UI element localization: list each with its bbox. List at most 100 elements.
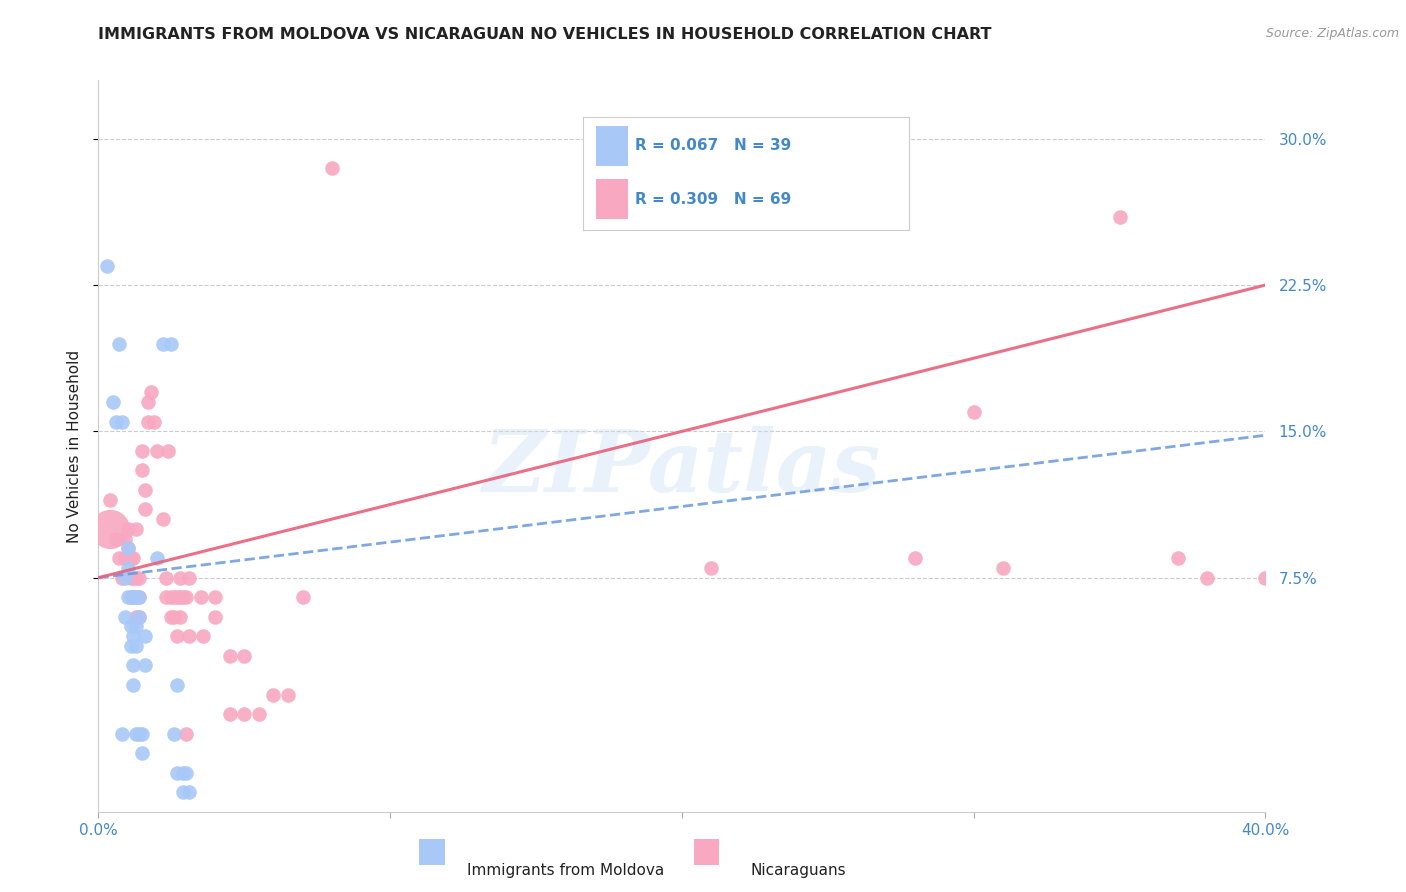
Point <box>204 590 226 604</box>
Point <box>98 492 121 507</box>
Point <box>172 590 194 604</box>
Point <box>177 571 200 585</box>
Point <box>277 688 299 702</box>
Point <box>146 443 169 458</box>
Point <box>233 707 256 722</box>
Point <box>128 571 150 585</box>
Point <box>177 785 200 799</box>
Point <box>700 561 723 575</box>
Point <box>125 522 148 536</box>
Point <box>218 648 240 663</box>
Point <box>96 259 118 273</box>
Text: ZIPatlas: ZIPatlas <box>482 426 882 509</box>
Point <box>991 561 1014 575</box>
Point <box>98 522 121 536</box>
Point <box>204 609 226 624</box>
Point <box>122 590 145 604</box>
Point <box>172 765 194 780</box>
Point <box>134 483 156 497</box>
Point <box>962 405 984 419</box>
Point <box>169 571 191 585</box>
Point <box>177 629 200 643</box>
Point <box>128 609 150 624</box>
Point <box>120 551 142 566</box>
Point <box>160 590 183 604</box>
Point <box>163 609 186 624</box>
Point <box>163 590 186 604</box>
Point <box>163 727 186 741</box>
Point <box>111 415 134 429</box>
Point <box>122 678 145 692</box>
Point <box>134 502 156 516</box>
Point <box>114 609 136 624</box>
Point <box>160 609 183 624</box>
Point <box>117 522 139 536</box>
Point <box>193 629 215 643</box>
Point <box>174 727 197 741</box>
Point <box>1167 551 1189 566</box>
Point <box>131 463 153 477</box>
Point <box>134 658 156 673</box>
Point <box>172 785 194 799</box>
Point <box>125 590 148 604</box>
Point <box>108 551 131 566</box>
Point <box>117 541 139 556</box>
Point <box>128 727 150 741</box>
Point <box>125 639 148 653</box>
Point <box>114 551 136 566</box>
Point <box>128 590 150 604</box>
Point <box>117 561 139 575</box>
Point <box>131 443 153 458</box>
Point <box>104 532 127 546</box>
Text: 0.0%: 0.0% <box>79 823 118 838</box>
Point <box>131 746 153 760</box>
Point <box>111 571 134 585</box>
Point <box>122 571 145 585</box>
Point <box>157 443 180 458</box>
Point <box>166 629 188 643</box>
Point <box>169 609 191 624</box>
Point <box>166 765 188 780</box>
Bar <box>419 838 446 865</box>
Point <box>136 395 159 409</box>
Point <box>1108 210 1130 224</box>
Point <box>139 385 162 400</box>
Y-axis label: No Vehicles in Household: No Vehicles in Household <box>67 350 83 542</box>
Point <box>1254 571 1277 585</box>
Point <box>166 678 188 692</box>
Point <box>101 395 124 409</box>
Point <box>155 590 177 604</box>
Point <box>152 336 174 351</box>
Text: Immigrants from Moldova: Immigrants from Moldova <box>467 863 664 878</box>
Point <box>169 590 191 604</box>
Point <box>120 571 142 585</box>
Text: IMMIGRANTS FROM MOLDOVA VS NICARAGUAN NO VEHICLES IN HOUSEHOLD CORRELATION CHART: IMMIGRANTS FROM MOLDOVA VS NICARAGUAN NO… <box>98 27 991 42</box>
Point <box>136 415 159 429</box>
Point <box>142 415 165 429</box>
Bar <box>693 838 720 865</box>
Point <box>321 161 343 175</box>
Point <box>122 629 145 643</box>
Point <box>114 571 136 585</box>
Point <box>122 551 145 566</box>
Point <box>1195 571 1218 585</box>
Point <box>120 619 142 633</box>
Point <box>174 765 197 780</box>
Point <box>904 551 927 566</box>
Point <box>122 658 145 673</box>
Point <box>190 590 212 604</box>
Point <box>125 590 148 604</box>
Point <box>155 571 177 585</box>
Point <box>108 336 131 351</box>
Text: Source: ZipAtlas.com: Source: ZipAtlas.com <box>1265 27 1399 40</box>
Point <box>128 609 150 624</box>
Point <box>117 541 139 556</box>
Text: Nicaraguans: Nicaraguans <box>751 863 846 878</box>
Point <box>152 512 174 526</box>
Point <box>128 590 150 604</box>
Point <box>134 629 156 643</box>
Point <box>218 707 240 722</box>
Point <box>122 590 145 604</box>
Point <box>131 727 153 741</box>
Point <box>166 590 188 604</box>
